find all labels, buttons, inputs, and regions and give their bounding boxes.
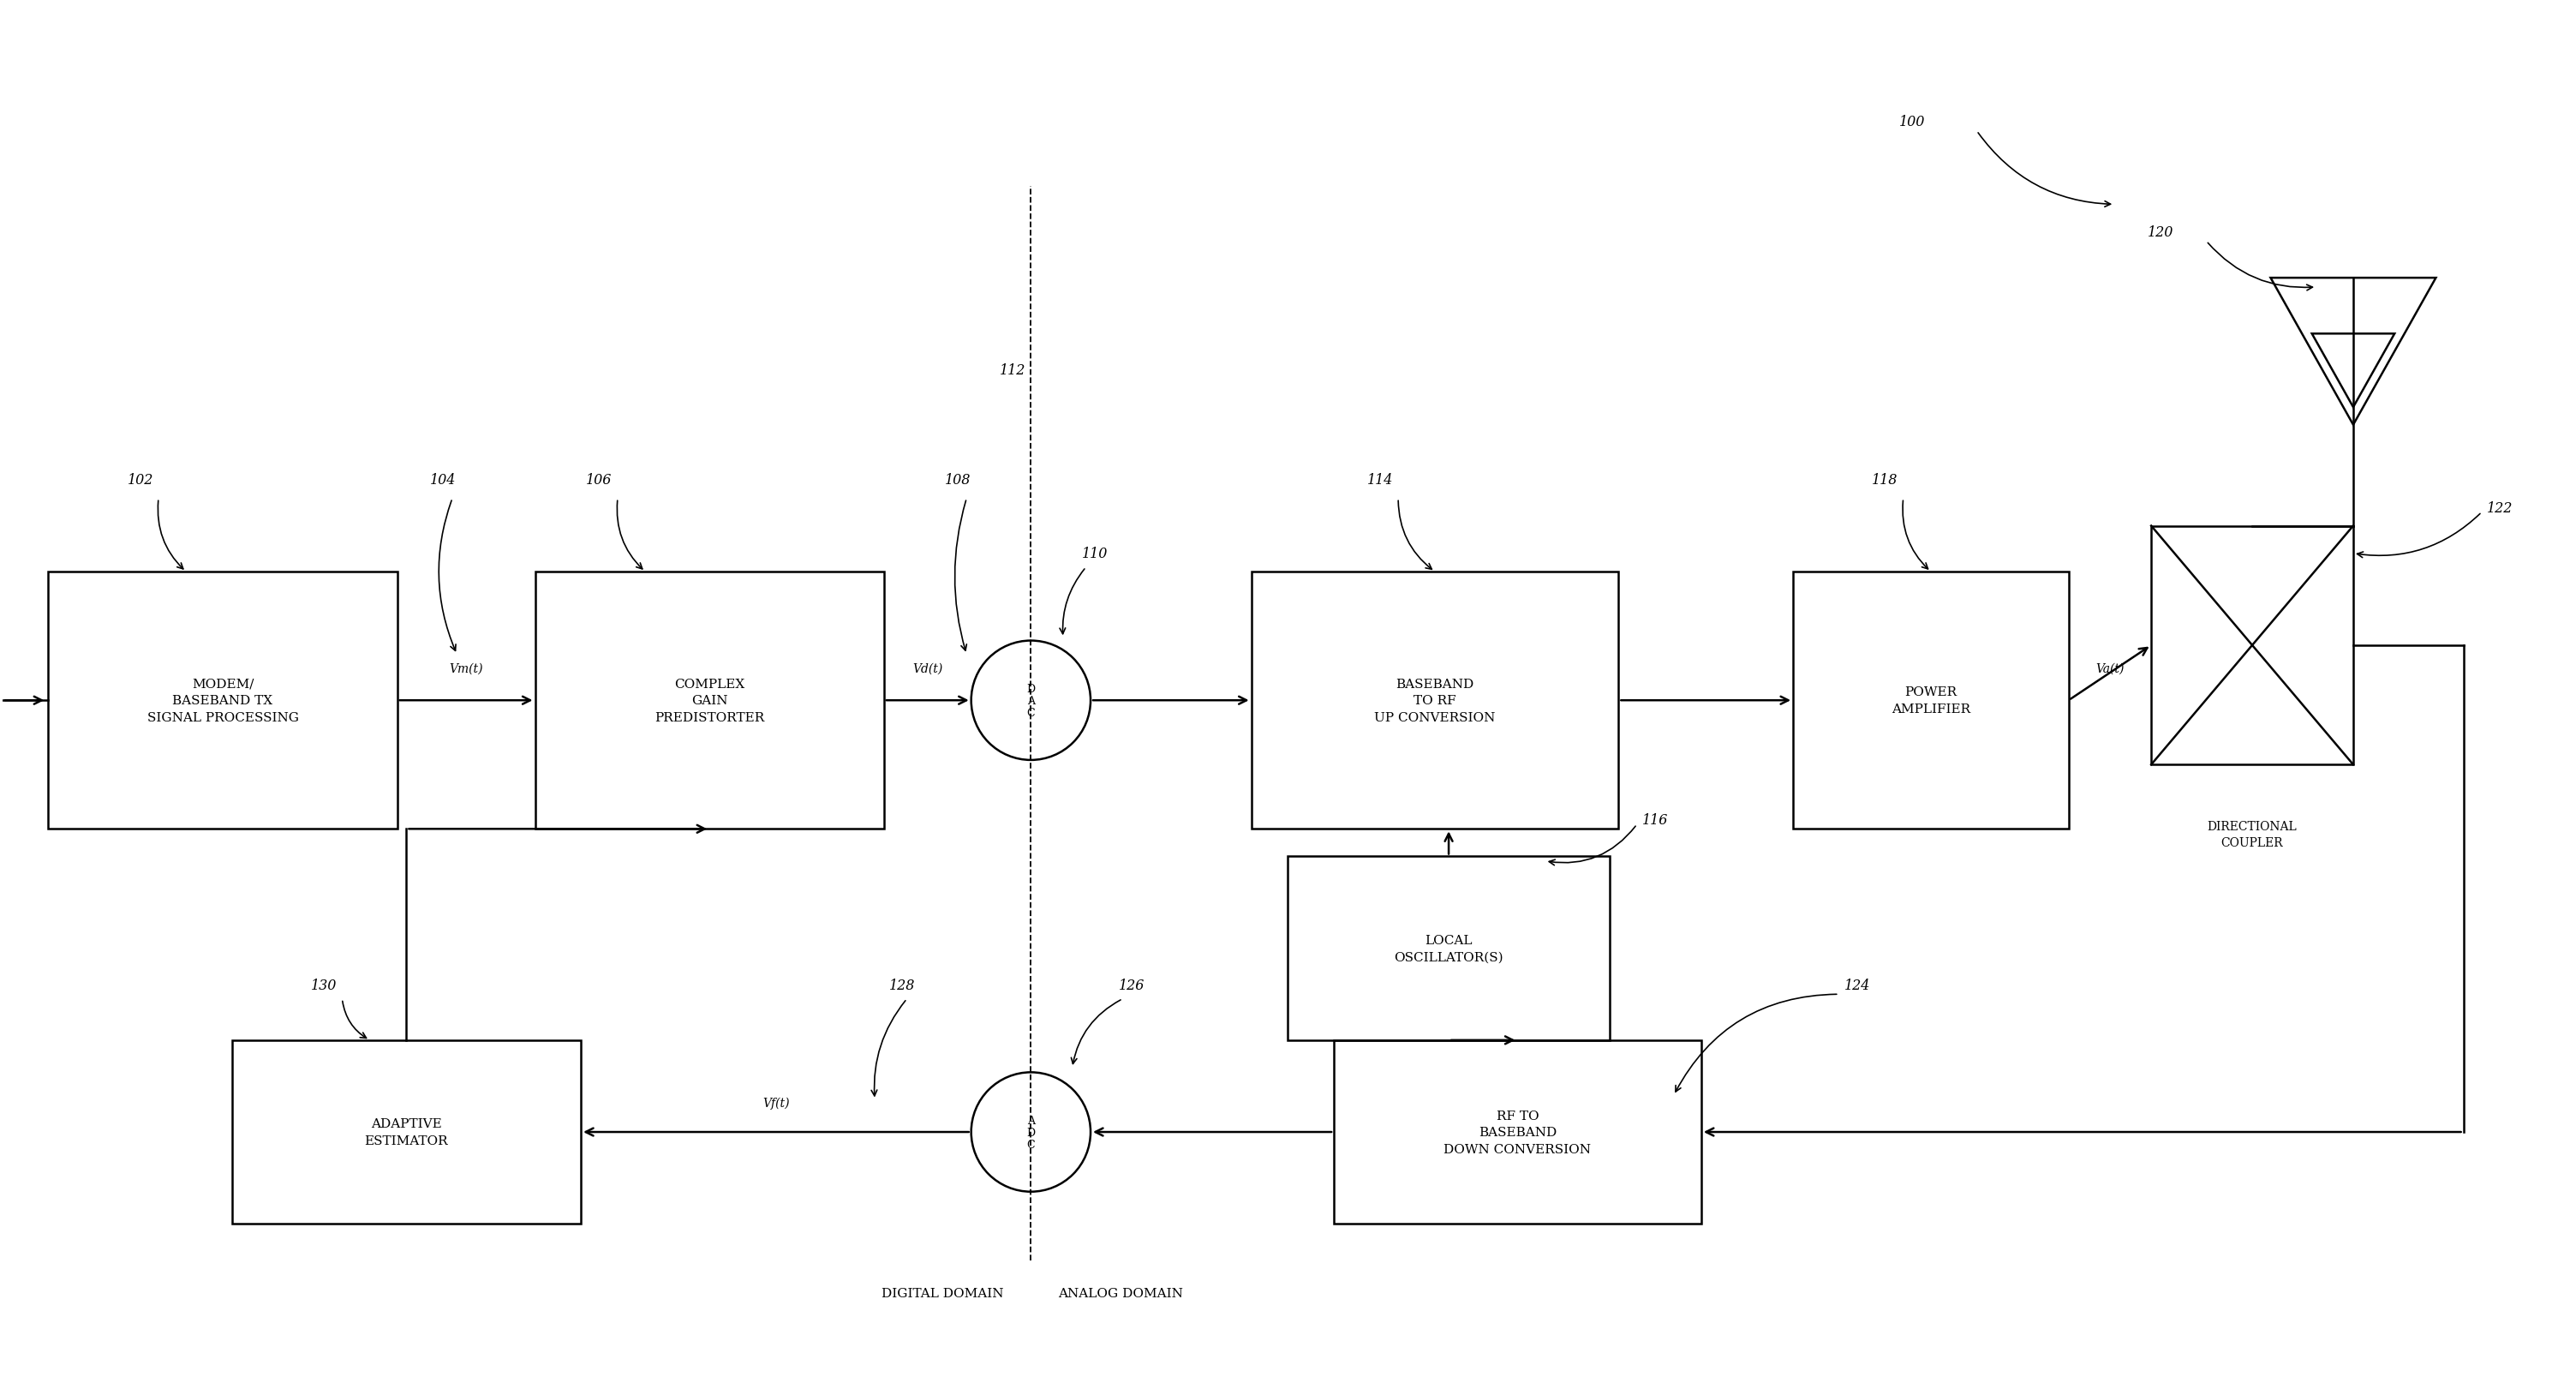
Text: 118: 118	[1873, 473, 1899, 488]
Text: 102: 102	[126, 473, 152, 488]
Text: ANALOG DOMAIN: ANALOG DOMAIN	[1059, 1286, 1182, 1299]
Text: POWER
AMPLIFIER: POWER AMPLIFIER	[1891, 686, 1971, 715]
Text: RF TO
BASEBAND
DOWN CONVERSION: RF TO BASEBAND DOWN CONVERSION	[1445, 1109, 1592, 1155]
Text: COMPLEX
GAIN
PREDISTORTER: COMPLEX GAIN PREDISTORTER	[654, 678, 765, 723]
Text: 106: 106	[587, 473, 613, 488]
Text: 100: 100	[1899, 115, 1924, 130]
Bar	[536, 573, 884, 830]
Text: 128: 128	[889, 978, 914, 993]
Bar	[1288, 856, 1610, 1040]
Text: 112: 112	[999, 362, 1025, 378]
Text: 130: 130	[312, 978, 337, 993]
Text: Vf(t): Vf(t)	[762, 1097, 788, 1109]
Text: 104: 104	[430, 473, 456, 488]
Bar	[1793, 573, 2069, 830]
Text: 110: 110	[1082, 546, 1108, 561]
Text: Vm(t): Vm(t)	[448, 662, 484, 675]
Bar	[1252, 573, 1618, 830]
Text: 120: 120	[2148, 225, 2174, 239]
Text: 124: 124	[1844, 978, 1870, 993]
Text: 116: 116	[1643, 813, 1669, 827]
Bar	[49, 573, 397, 830]
Text: DIRECTIONAL
COUPLER: DIRECTIONAL COUPLER	[2208, 820, 2298, 849]
Text: DIGITAL DOMAIN: DIGITAL DOMAIN	[881, 1286, 1002, 1299]
Text: A
D
C: A D C	[1028, 1115, 1036, 1149]
Bar	[232, 1040, 582, 1224]
Text: Va(t): Va(t)	[2097, 662, 2125, 675]
Text: Vd(t): Vd(t)	[912, 662, 943, 675]
Text: LOCAL
OSCILLATOR(S): LOCAL OSCILLATOR(S)	[1394, 934, 1504, 963]
Text: BASEBAND
TO RF
UP CONVERSION: BASEBAND TO RF UP CONVERSION	[1376, 678, 1497, 723]
Text: MODEM/
BASEBAND TX
SIGNAL PROCESSING: MODEM/ BASEBAND TX SIGNAL PROCESSING	[147, 678, 299, 723]
Text: ADAPTIVE
ESTIMATOR: ADAPTIVE ESTIMATOR	[366, 1117, 448, 1147]
Bar	[1334, 1040, 1700, 1224]
Text: 114: 114	[1368, 473, 1394, 488]
Text: D
A
C: D A C	[1028, 683, 1036, 718]
Bar	[2151, 527, 2354, 765]
Text: 126: 126	[1118, 978, 1144, 993]
Text: 122: 122	[2488, 501, 2514, 516]
Text: 108: 108	[945, 473, 971, 488]
